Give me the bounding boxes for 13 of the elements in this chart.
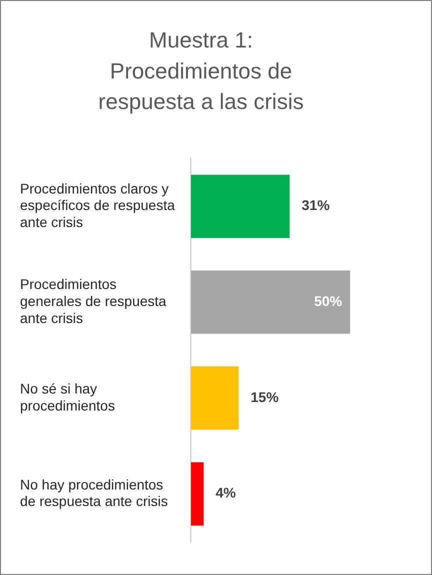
- y-tick-label: Procedimientos claros y específicos de respuesta ante crisis: [20, 180, 176, 230]
- data-label: 4%: [216, 484, 236, 501]
- bar: [190, 462, 204, 526]
- chart-title: Muestra 1: Procedimientos de respuesta a las crisis: [98, 27, 304, 114]
- y-tick-label: Procedimientos generales de respuesta ante crisis: [20, 276, 167, 326]
- bar: [190, 366, 239, 430]
- data-label: 31%: [302, 197, 330, 214]
- data-label: 15%: [250, 388, 280, 405]
- bar: [190, 270, 350, 334]
- y-tick-label: No hay procedimientos de respuesta ante crisis: [20, 476, 168, 510]
- data-label: 50%: [314, 293, 343, 310]
- y-tick-label: No sé si hay procedimientos: [20, 380, 115, 414]
- bar: [190, 174, 290, 238]
